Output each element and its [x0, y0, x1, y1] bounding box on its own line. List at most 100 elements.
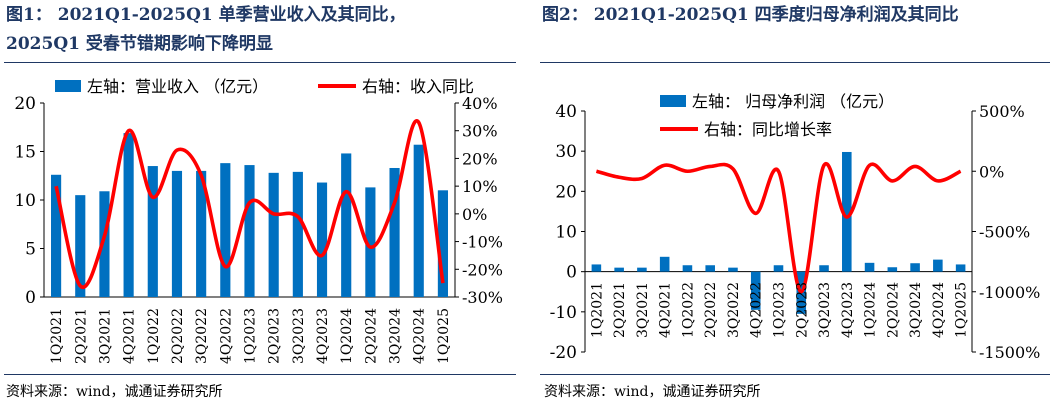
right-figure-top-rule — [540, 62, 1050, 63]
right-tick-label: -1500% — [979, 343, 1040, 362]
category-label: 3Q2022 — [194, 308, 210, 364]
category-label: 1Q2022 — [680, 282, 696, 338]
category-label: 3Q2024 — [388, 308, 404, 364]
legend-bar-swatch — [660, 95, 686, 107]
bar — [51, 174, 62, 297]
bar — [244, 165, 255, 297]
right-tick-label: 0% — [979, 162, 1004, 181]
category-label: 2Q2021 — [73, 308, 89, 364]
right-tick-label: -1000% — [979, 283, 1040, 302]
legend-label: 右轴：同比增长率 — [704, 120, 832, 139]
bar — [365, 187, 376, 297]
category-label: 1Q2024 — [339, 308, 355, 364]
left-tick-label: 0 — [566, 263, 577, 283]
category-label: 2Q2022 — [703, 282, 719, 338]
bar — [637, 267, 647, 272]
legend-label: 左轴：营业收入 （亿元） — [87, 77, 268, 96]
bar — [819, 265, 829, 272]
legend-bar-swatch — [55, 80, 81, 92]
bar — [728, 267, 738, 272]
category-label: 3Q2023 — [817, 282, 833, 338]
left-figure-top-rule — [4, 62, 516, 63]
bar — [659, 256, 670, 272]
left-tick-label: 20 — [555, 182, 577, 202]
right-tick-label: 30% — [462, 122, 498, 141]
bar — [389, 167, 400, 297]
right-source-note: 资料来源：wind，诚通证券研究所 — [544, 384, 761, 400]
bar — [933, 259, 943, 272]
right-tick-label: -500% — [979, 223, 1030, 242]
category-label: 1Q2025 — [954, 282, 970, 338]
bar — [75, 195, 86, 297]
left-figure-title-line2: 2025Q1 受春节错期影响下降明显 — [6, 34, 273, 54]
left-chart: 0 5 10 15 20 -30% -20% -10% 0% 10% 20% 30% 40% 1Q2021… — [14, 77, 503, 364]
right-tick-label: 10% — [462, 177, 498, 196]
category-label: 2Q2023 — [794, 282, 810, 338]
category-label: 4Q2024 — [931, 282, 947, 338]
bar — [750, 271, 761, 310]
left-tick-label: 0 — [25, 288, 36, 308]
right-chart: -20 -10 0 10 20 30 40 -1500% -1000% -500% 0% 500% 1Q… — [550, 92, 1041, 363]
legend-label: 左轴： 归母净利润 （亿元） — [692, 92, 894, 111]
bar — [220, 163, 231, 297]
category-label: 4Q2024 — [412, 308, 428, 364]
bar — [842, 151, 852, 272]
bar — [268, 172, 279, 297]
category-label: 4Q2021 — [658, 282, 674, 338]
bar — [705, 265, 715, 272]
category-label: 4Q2023 — [840, 282, 856, 338]
bar — [316, 182, 328, 297]
category-label: 3Q2021 — [635, 282, 651, 338]
bar — [955, 264, 966, 272]
category-label: 4Q2021 — [122, 308, 138, 364]
category-label: 1Q2023 — [772, 282, 788, 338]
left-tick-label: 15 — [14, 143, 36, 163]
category-label: 1Q2022 — [146, 308, 162, 364]
left-source-note: 资料来源：wind，诚通证券研究所 — [6, 384, 223, 400]
left-figure-bottom-rule — [4, 374, 516, 375]
legend-label: 右轴：收入同比 — [362, 77, 474, 96]
series-line — [54, 118, 445, 290]
left-tick-label: 10 — [14, 191, 36, 211]
left-tick-label: 5 — [25, 240, 36, 260]
bar — [591, 264, 602, 272]
bar — [413, 144, 424, 297]
left-tick-label: 40 — [555, 102, 577, 122]
category-label: 1Q2023 — [243, 308, 259, 364]
category-label: 4Q2022 — [749, 282, 765, 338]
category-label: 1Q2025 — [436, 308, 452, 364]
category-label: 3Q2022 — [726, 282, 742, 338]
bar — [147, 166, 158, 297]
series-line — [595, 161, 962, 294]
bar — [614, 267, 624, 272]
category-label: 2Q2021 — [612, 282, 628, 338]
bar — [292, 171, 303, 297]
bar — [437, 190, 448, 297]
category-label: 1Q2021 — [589, 282, 605, 338]
bar — [682, 265, 693, 272]
right-tick-label: 40% — [462, 94, 498, 113]
left-figure-title-line1: 图1： 2021Q1-2025Q1 单季营业收入及其同比， — [6, 5, 406, 25]
right-tick-label: 500% — [979, 102, 1025, 121]
category-label: 2Q2024 — [885, 282, 901, 338]
left-tick-label: 20 — [14, 94, 36, 114]
right-tick-label: 0% — [462, 205, 487, 224]
category-label: 2Q2022 — [170, 308, 186, 364]
right-figure-title-line1: 图2： 2021Q1-2025Q1 四季度归母净利润及其同比 — [542, 5, 959, 25]
category-label: 3Q2021 — [97, 308, 113, 364]
right-tick-label: -20% — [462, 260, 503, 279]
right-tick-label: 20% — [462, 149, 498, 168]
right-tick-label: -30% — [462, 288, 503, 307]
left-tick-label: -20 — [550, 343, 577, 363]
bar — [99, 191, 110, 297]
category-label: 3Q2024 — [908, 282, 924, 338]
bar — [910, 263, 920, 272]
category-label: 1Q2021 — [49, 308, 65, 364]
category-label: 2Q2024 — [363, 308, 379, 364]
bar — [171, 170, 183, 297]
category-label: 3Q2023 — [291, 308, 307, 364]
right-tick-label: -10% — [462, 233, 503, 252]
left-tick-label: -10 — [550, 303, 577, 323]
category-label: 4Q2022 — [218, 308, 234, 364]
bar — [341, 153, 352, 297]
